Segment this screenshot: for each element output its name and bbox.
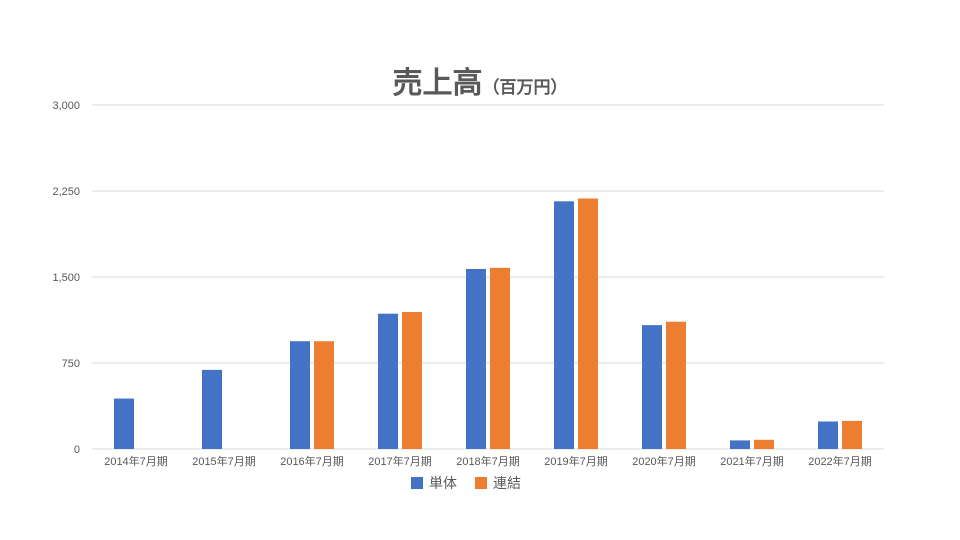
x-tick-label: 2018年7月期: [456, 454, 520, 468]
x-tick-label: 2020年7月期: [632, 454, 696, 468]
bar-tantai: [378, 313, 398, 449]
bar-renketsu: [754, 439, 774, 449]
y-tick-label: 3,000: [52, 100, 80, 112]
chart-title-main: 売上高: [392, 66, 483, 101]
bar-tantai: [290, 341, 310, 449]
x-tick-label: 2021年7月期: [720, 454, 784, 468]
bar-renketsu: [402, 311, 422, 449]
bar-renketsu: [490, 267, 510, 449]
x-tick-label: 2022年7月期: [808, 454, 872, 468]
x-tick-label: 2015年7月期: [192, 454, 256, 468]
x-tick-label: 2014年7月期: [104, 454, 168, 468]
x-tick-label: 2016年7月期: [280, 454, 344, 468]
bar-tantai: [818, 421, 838, 449]
chart-title-unit: （百万円）: [482, 78, 568, 98]
bar-renketsu: [842, 420, 862, 449]
bar-tantai: [730, 440, 750, 449]
y-tick-label: 2,250: [52, 186, 80, 198]
bar-renketsu: [666, 321, 686, 449]
bar-tantai: [466, 268, 486, 449]
legend-swatch: [475, 477, 487, 489]
x-tick-label: 2017年7月期: [368, 454, 432, 468]
x-tick-label: 2019年7月期: [544, 454, 608, 468]
legend-label: 連結: [493, 476, 521, 492]
y-tick-label: 0: [74, 444, 80, 456]
bar-tantai: [202, 369, 222, 449]
legend-swatch: [411, 477, 423, 489]
chart-title: 売上高（百万円）: [0, 58, 960, 102]
bar-renketsu: [314, 341, 334, 449]
y-tick-label: 1,500: [52, 272, 80, 284]
legend-label: 単体: [429, 476, 457, 492]
bar-tantai: [554, 201, 574, 449]
bar-tantai: [114, 398, 134, 449]
bar-tantai: [642, 325, 662, 449]
y-tick-label: 750: [62, 358, 80, 370]
bar-renketsu: [578, 198, 598, 449]
